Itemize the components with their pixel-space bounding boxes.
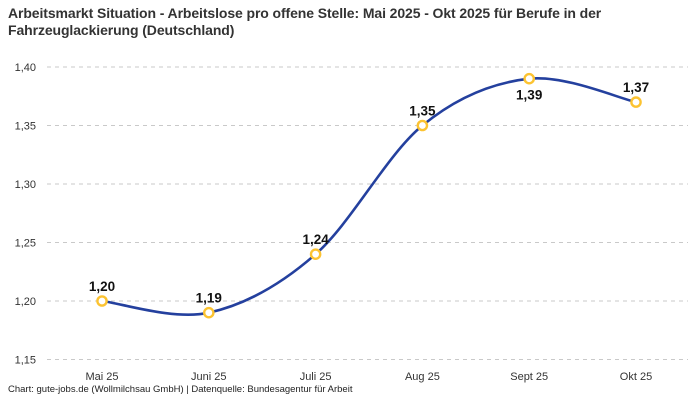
x-tick-label: Aug 25 bbox=[405, 371, 440, 383]
y-axis-labels: 1,40 1,35 1,30 1,25 1,20 1,15 bbox=[15, 62, 36, 367]
data-point-label: 1,39 bbox=[516, 88, 542, 103]
series-line bbox=[100, 76, 638, 316]
data-point-label: 1,20 bbox=[89, 279, 115, 294]
y-tick-label: 1,40 bbox=[15, 62, 36, 74]
data-point-labels: 1,20 1,19 1,24 1,35 1,39 1,37 bbox=[89, 80, 649, 306]
chart-source-footer: Chart: gute-jobs.de (Wollmilchsau GmbH) … bbox=[8, 384, 353, 395]
y-tick-label: 1,30 bbox=[15, 179, 36, 191]
x-tick-label: Juli 25 bbox=[300, 371, 332, 383]
y-tick-label: 1,25 bbox=[15, 238, 36, 250]
data-point-markers bbox=[96, 72, 642, 319]
data-point-marker[interactable] bbox=[630, 96, 642, 108]
y-tick-label: 1,35 bbox=[15, 121, 36, 133]
data-point-label: 1,24 bbox=[302, 232, 329, 247]
data-point-marker[interactable] bbox=[523, 72, 536, 85]
chart-title: Arbeitsmarkt Situation - Arbeitslose pro… bbox=[8, 5, 602, 38]
data-point-marker[interactable] bbox=[416, 119, 429, 132]
gridlines bbox=[47, 66, 688, 360]
x-axis-labels: Mai 25 Juni 25 Juli 25 Aug 25 Sept 25 Okt 25 bbox=[85, 371, 652, 383]
data-point-marker[interactable] bbox=[309, 248, 322, 260]
data-point-label: 1,35 bbox=[409, 104, 436, 119]
x-tick-label: Juni 25 bbox=[191, 371, 226, 383]
data-point-marker[interactable] bbox=[96, 295, 108, 307]
x-tick-label: Mai 25 bbox=[85, 371, 118, 383]
x-tick-label: Sept 25 bbox=[510, 371, 548, 383]
y-tick-label: 1,15 bbox=[15, 355, 36, 367]
x-tick-label: Okt 25 bbox=[620, 371, 652, 383]
data-point-label: 1,37 bbox=[623, 80, 649, 95]
data-point-label: 1,19 bbox=[196, 291, 222, 306]
data-point-marker[interactable] bbox=[202, 306, 215, 319]
y-tick-label: 1,20 bbox=[15, 296, 36, 308]
